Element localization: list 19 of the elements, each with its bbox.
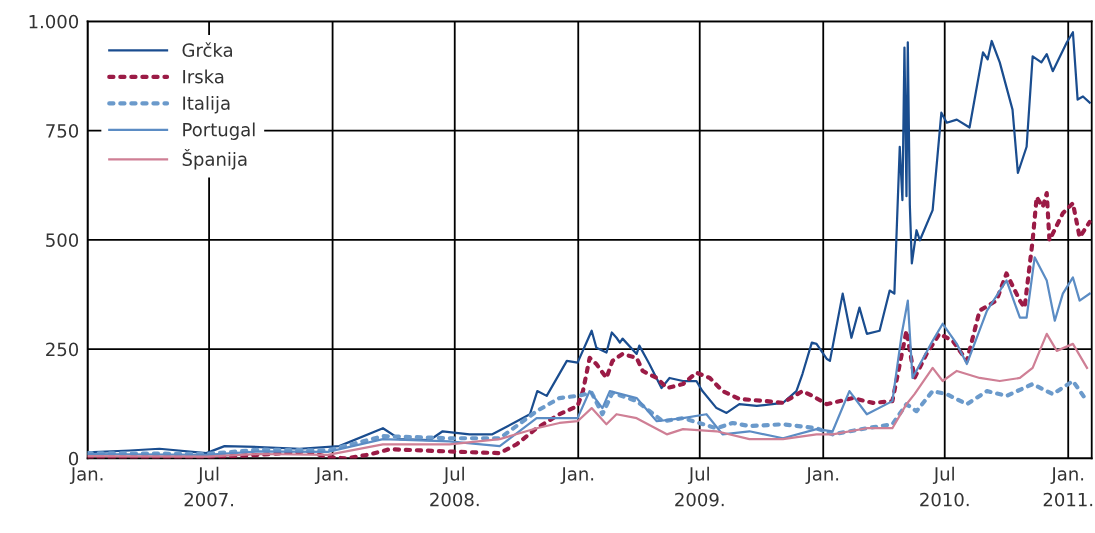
x-tick-label: Jan. — [69, 467, 103, 485]
y-tick-label: 750 — [46, 124, 79, 138]
y-tick-label: 0 — [68, 451, 79, 466]
legend-label: Irska — [183, 69, 224, 84]
y-tick-label: 1.000 — [29, 14, 79, 29]
x-tick-label: Jan. — [314, 467, 348, 485]
legend-label: Portugal — [183, 122, 255, 140]
legend-label: Španija — [182, 149, 247, 170]
legend-label: Grčka — [182, 42, 232, 57]
y-tick-label: 250 — [46, 342, 79, 357]
legend-label: Italija — [183, 95, 230, 114]
x-tick-label: Jan. — [805, 467, 839, 485]
x-tick-label: Jul 2010. — [920, 466, 969, 507]
x-tick-label: Jan. — [560, 467, 594, 485]
x-tick-label: Jul 2009. — [675, 466, 724, 507]
x-tick-label: Jul 2008. — [430, 466, 479, 507]
x-tick-label: Jan. 2011. — [1043, 467, 1093, 507]
x-tick-label: Jul 2007. — [184, 466, 233, 507]
y-tick-label: 500 — [46, 233, 79, 247]
